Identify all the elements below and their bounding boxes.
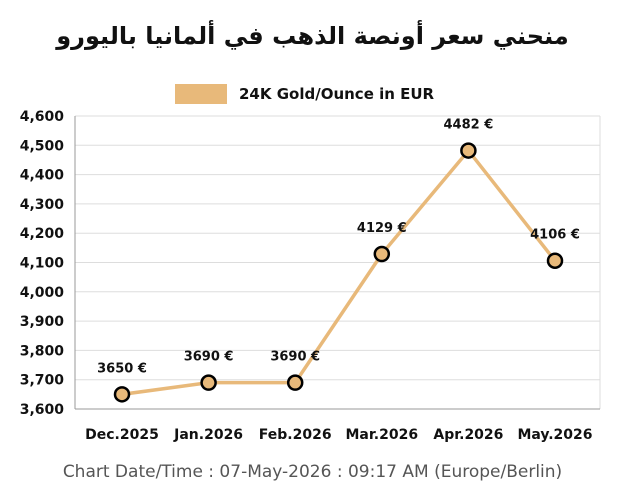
x-tick-label: Apr.2026	[433, 427, 503, 443]
x-tick-label: Feb.2026	[259, 427, 332, 443]
legend: 24K Gold/Ounce in EUR	[175, 82, 434, 106]
data-point	[286, 374, 304, 391]
data-label: 4106 €	[530, 228, 580, 243]
data-label: 4482 €	[444, 118, 494, 133]
y-tick-label: 3,700	[20, 373, 65, 389]
y-tick-label: 4,100	[20, 256, 65, 272]
data-point	[460, 142, 477, 159]
legend-swatch	[175, 84, 227, 104]
y-tick-label: 3,800	[20, 343, 65, 359]
data-point	[200, 374, 217, 391]
data-point	[373, 245, 391, 263]
y-tick-label: 4,500	[20, 138, 65, 154]
y-tick-label: 4,200	[20, 226, 65, 242]
y-tick-label: 3,600	[20, 402, 65, 418]
y-tick-label: 4,600	[20, 109, 65, 125]
data-label: 3650 €	[97, 361, 147, 376]
x-tick-label: Mar.2026	[346, 427, 419, 443]
data-point	[546, 252, 564, 269]
legend-label: 24K Gold/Ounce in EUR	[239, 85, 435, 103]
data-label: 3690 €	[270, 350, 320, 365]
y-tick-label: 4,400	[20, 168, 65, 184]
chart-footer: Chart Date/Time : 07-May-2026 : 09:17 AM…	[62, 462, 563, 482]
x-tick-label: Jan.2026	[173, 427, 243, 443]
y-tick-label: 4,300	[20, 197, 65, 213]
series-line	[121, 148, 557, 397]
data-label: 3690 €	[184, 350, 234, 365]
x-tick-label: Dec.2025	[85, 427, 159, 443]
chart-title: منحني سعر أونصة الذهب في ألمانيا باليورو	[56, 22, 569, 50]
data-point	[113, 386, 131, 403]
data-label: 4129 €	[357, 221, 407, 236]
y-tick-label: 4,000	[20, 285, 65, 301]
line-chart: 3,600 3,700 3,800 3,900 4,000 4,100 4,200 4,300…	[20, 109, 601, 443]
x-tick-label: May.2026	[517, 427, 592, 443]
y-tick-label: 3,900	[20, 314, 65, 330]
